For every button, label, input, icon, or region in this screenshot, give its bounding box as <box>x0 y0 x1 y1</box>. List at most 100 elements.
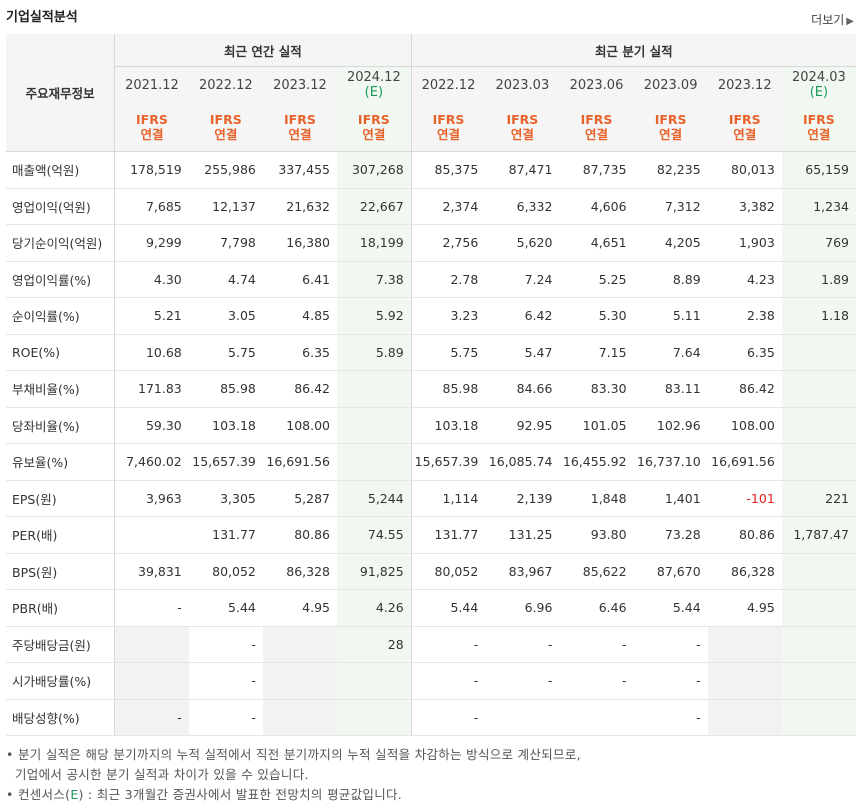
table-cell: 16,455.92 <box>559 443 634 481</box>
table-cell: 87,670 <box>633 553 708 590</box>
table-row: 시가배당률(%) - - - - - <box>6 662 856 700</box>
table-cell: 92.95 <box>485 407 560 444</box>
row-label: PER(배) <box>6 516 116 554</box>
table-cell: 18,199 <box>337 224 412 262</box>
table-cell: 86.42 <box>262 370 338 408</box>
table-cell: 1.18 <box>781 297 856 335</box>
table-cell: - <box>633 662 708 700</box>
row-label: 당좌비율(%) <box>6 407 116 444</box>
table-cell: 131.77 <box>410 516 486 554</box>
table-cell: 6.96 <box>485 589 560 627</box>
ifrs-header: IFRS 연결 <box>114 103 189 152</box>
table-cell <box>114 625 189 663</box>
table-cell: 86,328 <box>262 553 338 590</box>
table-row: 순이익률(%) 5.21 3.05 4.85 5.92 3.23 6.42 5.30 5.11 2… <box>6 297 856 335</box>
table-cell <box>781 699 856 736</box>
table-cell: 65,159 <box>781 151 856 189</box>
table-cell: 6.35 <box>707 334 782 371</box>
period-header: 2023.12 <box>707 66 782 103</box>
table-cell <box>337 662 412 700</box>
table-row: PBR(배) -5.44 4.95 4.26 5.44 6.96 6.46 5.44 4.95 <box>6 589 856 627</box>
table-cell: 1,848 <box>559 479 634 517</box>
table-cell: 5.44 <box>633 589 708 627</box>
chevron-right-icon: ▶ <box>846 16 854 27</box>
table-cell: 5.11 <box>633 297 708 335</box>
table-cell: 2,139 <box>485 479 560 517</box>
table-cell: 5.75 <box>188 334 263 371</box>
row-label: BPS(원) <box>6 553 116 590</box>
table-cell <box>114 662 189 700</box>
table-cell: 80,052 <box>188 553 263 590</box>
footnote-2: • 컨센서스(E) : 최근 3개월간 증권사에서 발표한 전망치의 평균값입니… <box>6 787 403 802</box>
table-cell: - <box>188 625 263 663</box>
table-row: ROE(%) 10.68 5.75 6.35 5.89 5.75 5.47 7.15 7.64 6… <box>6 334 856 371</box>
table-cell <box>781 662 856 700</box>
table-cell: 5,244 <box>337 479 412 517</box>
table-cell: 221 <box>781 479 856 517</box>
period-header: 2023.03 <box>485 66 560 103</box>
table-cell: 3,382 <box>707 188 782 225</box>
table-cell <box>337 443 412 481</box>
table-cell: 80,052 <box>410 553 486 590</box>
table-cell: -101 <box>707 479 782 517</box>
table-cell: 73.28 <box>633 516 708 554</box>
table-row: 매출액(억원) 178,519 255,986 337,455 307,268 85,37… <box>6 151 856 189</box>
table-cell: 4.23 <box>707 260 782 298</box>
table-cell: 7,798 <box>188 224 263 262</box>
row-label: ROE(%) <box>6 334 116 371</box>
table-cell: 91,825 <box>337 553 412 590</box>
period-header: 2022.12 <box>410 66 486 103</box>
table-cell: 85,375 <box>410 151 486 189</box>
table-cell: 85,622 <box>559 553 634 590</box>
table-cell: - <box>633 625 708 663</box>
table-cell: 101.05 <box>559 407 634 444</box>
table-cell: 16,691.56 <box>262 443 338 481</box>
ifrs-header: IFRS 연결 <box>337 103 412 152</box>
table-cell: 83.30 <box>559 370 634 408</box>
table-cell: 178,519 <box>114 151 189 189</box>
table-cell: 4,651 <box>559 224 634 262</box>
period-header: 2022.12 <box>188 66 263 103</box>
table-cell: 5.30 <box>559 297 634 335</box>
table-row: 영업이익률(%) 4.30 4.74 6.41 7.38 2.78 7.24 5.25 8.89… <box>6 260 856 298</box>
table-cell: 5.25 <box>559 260 634 298</box>
table-cell: 103.18 <box>188 407 263 444</box>
section-title: 기업실적분석 <box>6 10 78 25</box>
table-cell: - <box>410 699 486 736</box>
table-cell: 22,667 <box>337 188 412 225</box>
footnotes: • 분기 실적은 해당 분기까지의 누적 실적에서 직전 분기까지의 누적 실적… <box>6 745 581 805</box>
row-label: 시가배당률(%) <box>6 662 116 700</box>
more-link[interactable]: 더보기 ▶ <box>811 11 854 28</box>
table-cell: 16,085.74 <box>485 443 560 481</box>
table-cell: 3.05 <box>188 297 263 335</box>
table-cell: 131.25 <box>485 516 560 554</box>
table-cell <box>262 625 338 663</box>
table-cell: 1,401 <box>633 479 708 517</box>
table-cell: 21,632 <box>262 188 338 225</box>
table-cell: 5.21 <box>114 297 189 335</box>
ifrs-header: IFRS 연결 <box>633 103 708 152</box>
row-label: PBR(배) <box>6 589 116 627</box>
table-cell: - <box>559 662 634 700</box>
table-cell: 5.47 <box>485 334 560 371</box>
row-label: 매출액(억원) <box>6 151 116 189</box>
ifrs-header: IFRS 연결 <box>410 103 486 152</box>
table-cell: 16,691.56 <box>707 443 782 481</box>
table-cell <box>337 370 412 408</box>
table-cell: - <box>410 625 486 663</box>
table-cell <box>781 553 856 590</box>
table-cell: 80,013 <box>707 151 782 189</box>
table-cell: 171.83 <box>114 370 189 408</box>
period-header: 2023.06 <box>559 66 634 103</box>
table-cell: 93.80 <box>559 516 634 554</box>
table-cell: 6.35 <box>262 334 338 371</box>
table-cell: - <box>114 589 189 627</box>
table-cell: 8.89 <box>633 260 708 298</box>
table-cell: 4.74 <box>188 260 263 298</box>
table-cell: 2,756 <box>410 224 486 262</box>
table-cell: 7,312 <box>633 188 708 225</box>
table-cell: 12,137 <box>188 188 263 225</box>
table-cell: 87,471 <box>485 151 560 189</box>
table-cell: 2.38 <box>707 297 782 335</box>
table-cell: 5.44 <box>410 589 486 627</box>
